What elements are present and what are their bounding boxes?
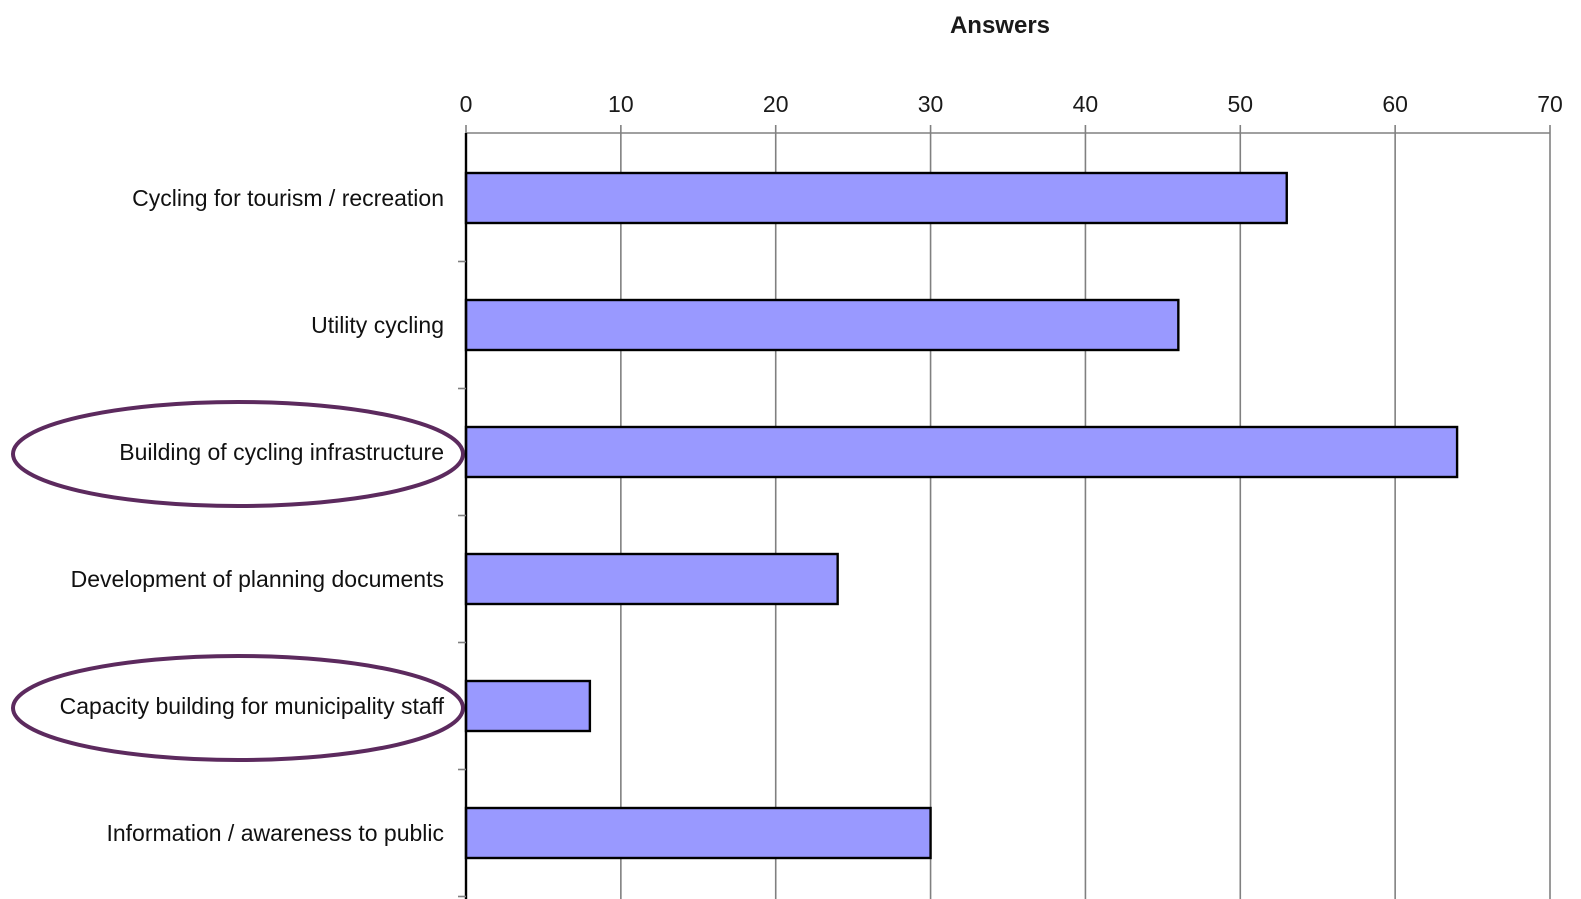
bar [464, 806, 932, 860]
category-label: Information / awareness to public [106, 820, 444, 846]
x-tick-label: 40 [1073, 91, 1099, 117]
x-tick-label: 10 [608, 91, 634, 117]
highlight-ellipses [11, 400, 465, 762]
category-label: Development of planning documents [71, 566, 444, 592]
axes [458, 132, 1550, 899]
bar [464, 552, 839, 606]
category-label: Capacity building for municipality staff [60, 693, 445, 719]
x-tick-label: 60 [1382, 91, 1408, 117]
chart-title: Answers [950, 12, 1050, 39]
highlight-ellipse [11, 400, 465, 508]
category-label: Utility cycling [311, 312, 444, 338]
x-tick-label: 20 [763, 91, 789, 117]
x-tick-label: 70 [1537, 91, 1563, 117]
bar [464, 171, 1288, 225]
category-label: Building of cycling infrastructure [119, 439, 444, 465]
x-axis-ticks: 0 10 20 30 40 50 60 70 [460, 91, 1563, 133]
bar [464, 425, 1459, 479]
category-labels: Cycling for tourism / recreation Utility … [60, 185, 445, 846]
bar [464, 298, 1180, 352]
gridlines [620, 133, 1551, 899]
x-tick-label: 50 [1227, 91, 1253, 117]
category-label: Cycling for tourism / recreation [132, 185, 444, 211]
bar [464, 679, 592, 733]
bars [464, 171, 1459, 860]
x-tick-label: 0 [460, 91, 473, 117]
highlight-ellipse [11, 654, 465, 762]
x-tick-label: 30 [918, 91, 944, 117]
